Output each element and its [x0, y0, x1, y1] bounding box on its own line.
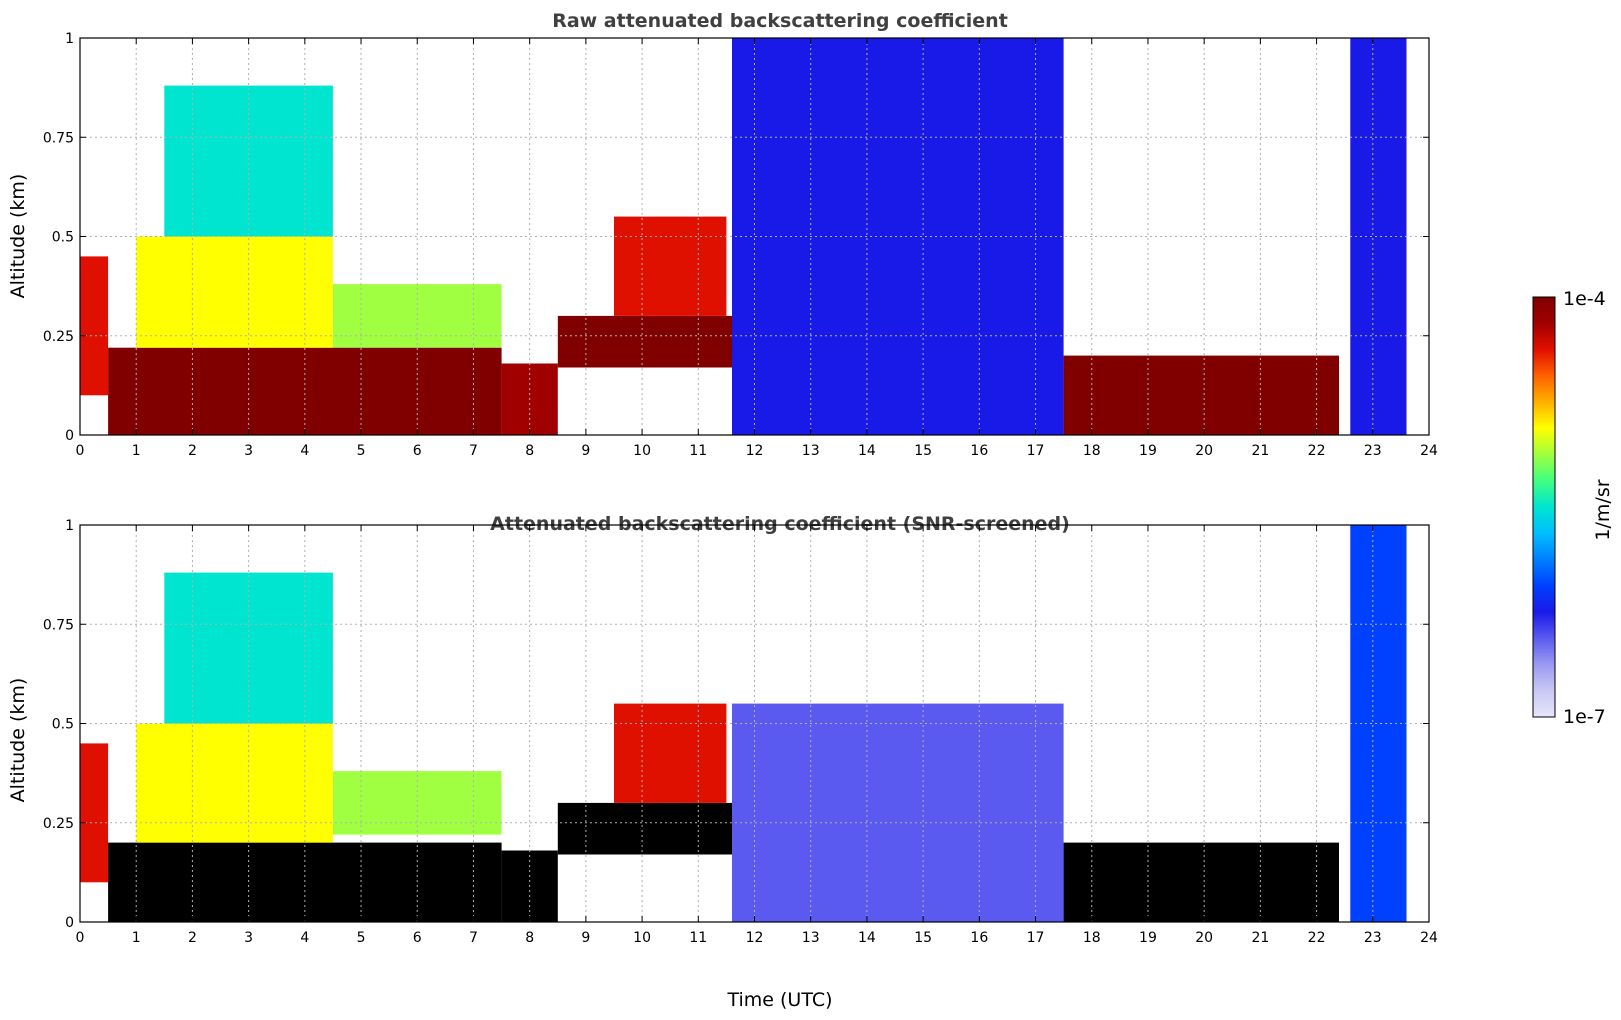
- colorbar-unit-label: 1/m/sr: [1592, 479, 1614, 540]
- heatmap-layer: [108, 347, 502, 435]
- colorbar-max-label: 1e-4: [1563, 288, 1606, 310]
- heatmap-layer: [1063, 355, 1339, 435]
- y-tick-label: 0: [65, 428, 74, 444]
- x-tick-label: 22: [1308, 443, 1326, 459]
- x-tick-label: 9: [581, 930, 590, 946]
- y-tick-label: 0.25: [43, 329, 74, 345]
- x-tick-label: 22: [1308, 930, 1326, 946]
- heatmap-area: 0 1 2 3 4 5 6 7 8 9 10 11 12 13 14 15 16 17 18 19 20 21 22 23 24…: [43, 518, 1438, 946]
- x-tick-label: 19: [1139, 443, 1157, 459]
- x-tick-label: 12: [746, 930, 764, 946]
- heatmap-area: 0 1 2 3 4 5 6 7 8 9 10 11 12 13 14 15 16 17 18 19 20 21 22 23 24…: [43, 31, 1438, 459]
- y-axis-label: Altitude (km): [7, 174, 29, 299]
- x-tick-label: 16: [970, 930, 988, 946]
- x-tick-label: 3: [244, 443, 253, 459]
- y-tick-label: 0.5: [52, 230, 74, 246]
- heatmap-layer: [136, 723, 333, 843]
- heatmap-layer: [80, 743, 109, 883]
- colorbar-min-label: 1e-7: [1563, 706, 1606, 728]
- y-axis-label: Altitude (km): [7, 678, 29, 803]
- x-tick-label: 13: [802, 443, 820, 459]
- screened-backscatter-panel: Attenuated backscattering coefficient (S…: [7, 513, 1438, 1011]
- heatmap-layer: [614, 216, 727, 316]
- x-tick-label: 19: [1139, 930, 1157, 946]
- x-tick-label: 24: [1420, 930, 1438, 946]
- x-tick-label: 8: [525, 443, 534, 459]
- x-tick-label: 16: [970, 443, 988, 459]
- heatmap-layer: [136, 236, 333, 348]
- panel-title: Raw attenuated backscattering coefficien…: [552, 10, 1008, 32]
- x-tick-label: 4: [300, 443, 309, 459]
- y-tick-label: 0.5: [52, 717, 74, 733]
- x-tick-label: 8: [525, 930, 534, 946]
- x-tick-label: 11: [689, 443, 707, 459]
- x-tick-label: 4: [300, 930, 309, 946]
- x-tick-label: 7: [469, 930, 478, 946]
- x-tick-label: 15: [914, 443, 932, 459]
- x-tick-label: 18: [1083, 930, 1101, 946]
- panel-title: Attenuated backscattering coefficient (S…: [490, 513, 1070, 535]
- x-tick-label: 21: [1251, 930, 1269, 946]
- x-tick-label: 9: [581, 443, 590, 459]
- x-tick-label: 24: [1420, 443, 1438, 459]
- x-tick-label: 3: [244, 930, 253, 946]
- heatmap-layer: [1350, 38, 1407, 435]
- heatmap-layer: [732, 703, 1064, 922]
- y-tick-label: 0.75: [43, 617, 74, 633]
- x-tick-label: 20: [1195, 930, 1213, 946]
- heatmap-layer: [732, 38, 1064, 435]
- heatmap-layer: [614, 703, 727, 803]
- x-tick-label: 0: [76, 930, 85, 946]
- y-tick-label: 1: [65, 518, 74, 534]
- colorbar: 1e-4 1e-7 1/m/sr: [1532, 288, 1614, 728]
- x-tick-label: 1: [132, 443, 141, 459]
- x-tick-label: 23: [1364, 443, 1382, 459]
- x-tick-label: 20: [1195, 443, 1213, 459]
- x-axis-label: Time (UTC): [726, 989, 832, 1011]
- x-tick-label: 14: [858, 930, 876, 946]
- colorbar-gradient: [1532, 296, 1556, 718]
- x-tick-label: 10: [633, 930, 651, 946]
- y-tick-label: 0.75: [43, 130, 74, 146]
- x-tick-label: 2: [188, 443, 197, 459]
- y-tick-label: 1: [65, 31, 74, 47]
- x-tick-label: 10: [633, 443, 651, 459]
- heatmap-layer: [164, 85, 333, 237]
- x-tick-label: 13: [802, 930, 820, 946]
- heatmap-layer: [164, 572, 333, 724]
- x-tick-label: 1: [132, 930, 141, 946]
- x-tick-label: 7: [469, 443, 478, 459]
- raw-backscatter-panel: Raw attenuated backscattering coefficien…: [7, 10, 1438, 459]
- x-tick-label: 6: [413, 443, 422, 459]
- y-tick-label: 0: [65, 915, 74, 931]
- heatmap-layer: [557, 315, 732, 368]
- heatmap-layer: [1063, 842, 1339, 922]
- x-tick-label: 5: [357, 930, 366, 946]
- x-tick-label: 15: [914, 930, 932, 946]
- x-tick-label: 12: [746, 443, 764, 459]
- x-tick-label: 21: [1251, 443, 1269, 459]
- heatmap-layer: [1350, 525, 1407, 922]
- x-tick-label: 17: [1027, 443, 1045, 459]
- x-tick-label: 6: [413, 930, 422, 946]
- x-tick-label: 18: [1083, 443, 1101, 459]
- y-tick-label: 0.25: [43, 816, 74, 832]
- x-tick-label: 17: [1027, 930, 1045, 946]
- x-tick-label: 14: [858, 443, 876, 459]
- x-tick-label: 11: [689, 930, 707, 946]
- x-tick-label: 23: [1364, 930, 1382, 946]
- heatmap-layer: [80, 256, 109, 396]
- x-tick-label: 5: [357, 443, 366, 459]
- x-tick-label: 0: [76, 443, 85, 459]
- x-tick-label: 2: [188, 930, 197, 946]
- heatmap-layer: [557, 802, 732, 855]
